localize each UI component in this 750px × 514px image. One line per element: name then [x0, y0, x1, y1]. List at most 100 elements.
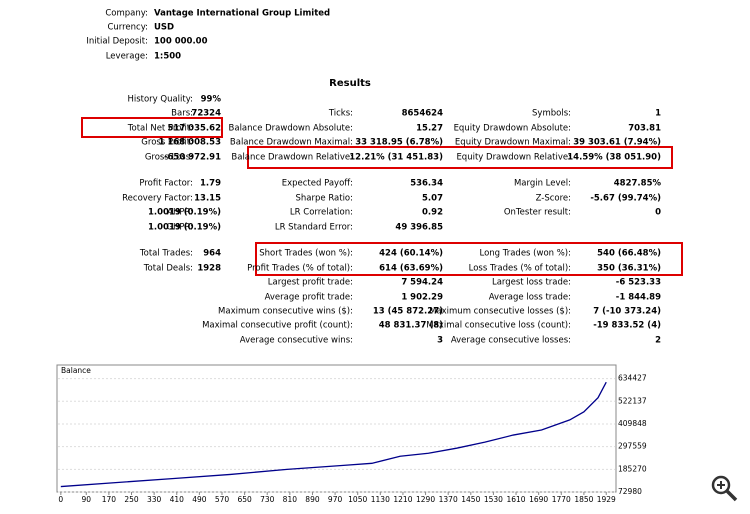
stat-label: Margin Level: — [514, 179, 571, 189]
x-tick-label: 410 — [170, 495, 185, 504]
highlight-box — [255, 242, 683, 276]
x-tick-label: 1850 — [574, 495, 593, 504]
x-tick-label: 970 — [328, 495, 343, 504]
legend-label: Balance — [61, 366, 91, 375]
stat-label: LR Standard Error: — [275, 223, 353, 233]
y-tick-label: 409848 — [618, 419, 647, 428]
x-tick-label: 1210 — [393, 495, 412, 504]
stat-label: Gross Profit: — [141, 138, 193, 148]
stat-value: 72324 — [191, 109, 221, 119]
stat-value: 964 — [203, 249, 221, 259]
header-label: Currency: — [107, 23, 148, 33]
stat-value: 350 (36.31%) — [597, 264, 661, 274]
stat-label: Balance Drawdown Absolute: — [229, 124, 353, 134]
stat-value: 39 303.61 (7.94%) — [573, 138, 661, 148]
x-tick-label: 810 — [283, 495, 298, 504]
stat-label: Total Net Profit: — [127, 124, 193, 134]
y-tick-label: 522137 — [618, 396, 647, 405]
stat-label: GHPR: — [166, 223, 193, 233]
y-tick-label: 185270 — [618, 464, 647, 473]
x-tick-label: 1450 — [461, 495, 480, 504]
stat-value: 536.34 — [410, 179, 443, 189]
balance-line — [60, 381, 607, 488]
stat-value: 33 318.95 (6.78%) — [355, 138, 443, 148]
stat-label: Average consecutive wins: — [240, 336, 353, 346]
stat-value: 7 (-10 373.24) — [593, 307, 661, 317]
stat-value: 49 396.85 — [395, 223, 443, 233]
stat-label: Largest loss trade: — [492, 278, 571, 288]
x-tick-label: 1690 — [529, 495, 548, 504]
stat-label: Expected Payoff: — [282, 179, 353, 189]
stat-value: 4827.85% — [614, 179, 662, 189]
stat-value: 14.59% (38 051.90) — [567, 153, 661, 163]
stat-label: Maximum consecutive wins ($): — [218, 307, 353, 317]
y-tick-label: 297559 — [618, 442, 647, 451]
stat-value: 12.21% (31 451.83) — [349, 153, 443, 163]
stat-value: 1.0019 (0.19%) — [148, 223, 221, 233]
stat-value: 15.27 — [416, 124, 443, 134]
header-value: 100 000.00 — [154, 37, 208, 47]
zoom-icon[interactable] — [711, 475, 738, 502]
stat-value: -5.67 (99.74%) — [590, 194, 661, 204]
x-tick-label: 1050 — [348, 495, 367, 504]
x-tick-label: 490 — [192, 495, 207, 504]
stat-value: 540 (66.48%) — [597, 249, 661, 259]
stat-value: 7 594.24 — [401, 278, 443, 288]
stat-value: 1.0019 (0.19%) — [148, 208, 221, 218]
stat-label: OnTester result: — [504, 208, 571, 218]
stat-label: Average loss trade: — [489, 293, 571, 303]
stat-label: Loss Trades (% of total): — [469, 264, 571, 274]
stat-value: 1 — [655, 109, 661, 119]
stat-label: Equity Drawdown Maximal: — [455, 138, 571, 148]
stat-label: Symbols: — [532, 109, 571, 119]
stat-label: Z-Score: — [536, 194, 571, 204]
stat-value: 614 (63.69%) — [379, 264, 443, 274]
x-tick-label: 730 — [260, 495, 275, 504]
stat-label: Largest profit trade: — [268, 278, 353, 288]
stat-value: 1.79 — [200, 179, 221, 189]
y-tick-label: 634427 — [618, 374, 647, 383]
stat-label: Average consecutive losses: — [451, 336, 571, 346]
x-tick-label: 890 — [305, 495, 320, 504]
stat-label: Total Trades: — [139, 249, 193, 259]
stat-label: Balance Drawdown Relative: — [231, 153, 353, 163]
header-label: Company: — [105, 9, 148, 19]
x-tick-label: 170 — [102, 495, 117, 504]
stat-label: Profit Factor: — [139, 179, 193, 189]
stat-value: -650 972.91 — [164, 153, 221, 163]
stat-label: AHPR: — [167, 208, 193, 218]
stat-value: 1 168 008.53 — [159, 138, 221, 148]
stat-value: 99% — [201, 95, 222, 105]
results-title: Results — [329, 78, 371, 89]
x-tick-label: 1770 — [552, 495, 571, 504]
header-label: Initial Deposit: — [86, 37, 148, 47]
y-tick-label: 72980 — [618, 487, 642, 496]
stat-value: 703.81 — [628, 124, 661, 134]
stat-label: Sharpe Ratio: — [296, 194, 354, 204]
stat-label: Recovery Factor: — [122, 194, 193, 204]
stat-label: Equity Drawdown Relative: — [456, 153, 571, 163]
stat-label: Long Trades (won %): — [480, 249, 572, 259]
x-tick-label: 650 — [237, 495, 252, 504]
x-tick-label: 1290 — [416, 495, 435, 504]
x-tick-label: 1929 — [597, 495, 616, 504]
x-tick-label: 330 — [147, 495, 162, 504]
stat-value: 517 035.62 — [167, 124, 221, 134]
stat-value: 0.92 — [422, 208, 443, 218]
stat-label: Average profit trade: — [265, 293, 353, 303]
x-tick-label: 1530 — [484, 495, 503, 504]
stat-label: Short Trades (won %): — [259, 249, 353, 259]
header-value: Vantage International Group Limited — [154, 9, 330, 19]
x-tick-label: 570 — [215, 495, 230, 504]
stat-label: Maximal consecutive profit (count): — [202, 321, 353, 331]
stat-value: 1 902.29 — [401, 293, 443, 303]
stat-label: History Quality: — [127, 95, 193, 105]
x-tick-label: 1610 — [506, 495, 525, 504]
x-tick-label: 1370 — [439, 495, 458, 504]
stat-label: Bars: — [171, 109, 193, 119]
stat-value: 13 (45 872.27) — [373, 307, 443, 317]
stat-value: 48 831.37 (8) — [379, 321, 443, 331]
stat-value: 1928 — [197, 264, 221, 274]
stat-value: 5.07 — [422, 194, 443, 204]
